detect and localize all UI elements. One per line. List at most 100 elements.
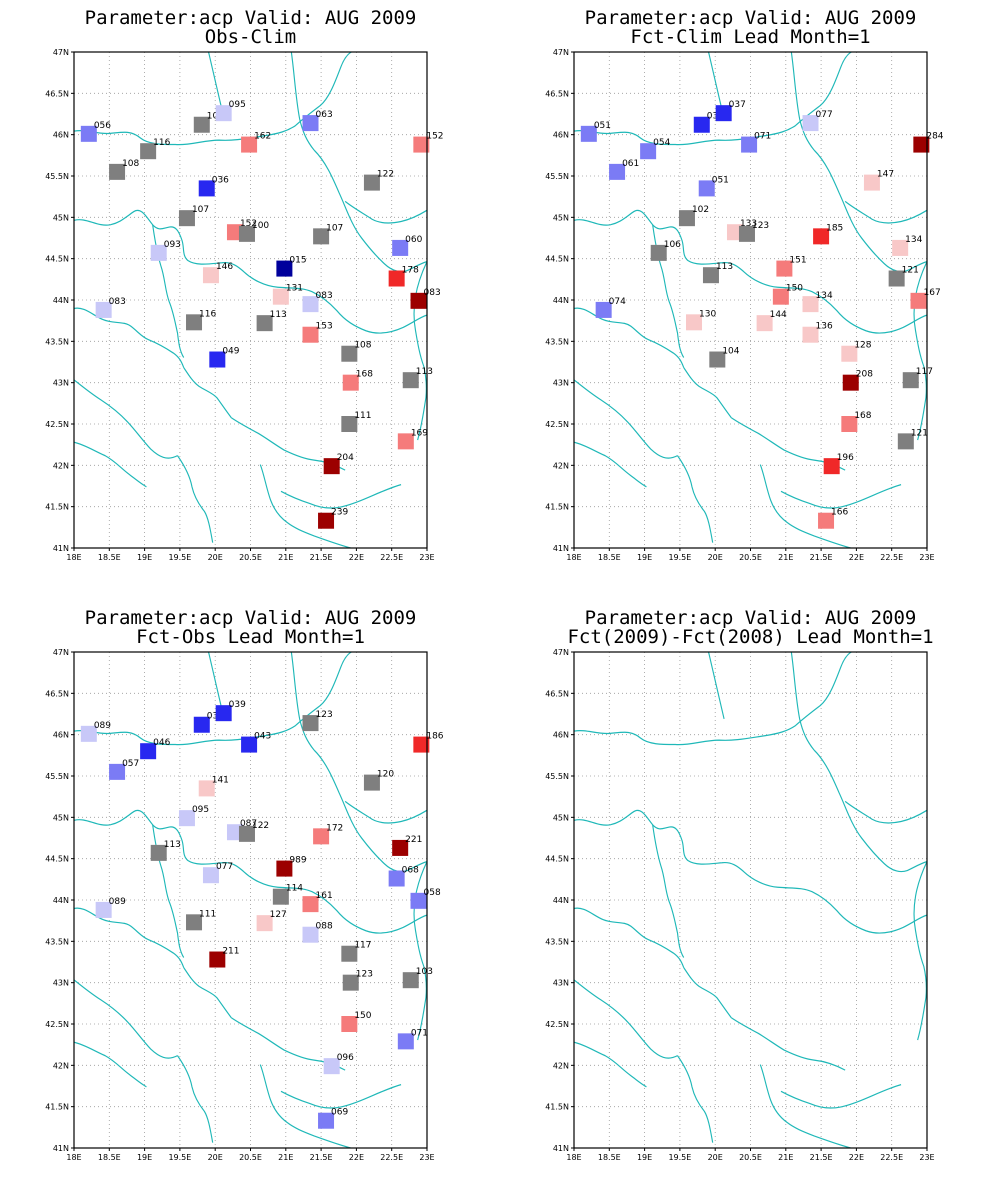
lat-tick-label: 45.5N bbox=[545, 772, 569, 781]
lat-tick-label: 47N bbox=[53, 648, 69, 657]
station-label: 146 bbox=[216, 262, 233, 272]
station-marker bbox=[341, 345, 358, 362]
station-marker bbox=[186, 314, 203, 331]
station-label: 089 bbox=[94, 721, 111, 731]
station-label: 103 bbox=[416, 967, 433, 977]
borders-layer bbox=[74, 52, 427, 548]
lat-tick-label: 46N bbox=[553, 131, 569, 140]
station-label: 107 bbox=[192, 205, 209, 215]
lon-tick-label: 20E bbox=[708, 1153, 723, 1162]
station-marker bbox=[640, 143, 657, 160]
station-marker bbox=[226, 224, 243, 241]
station-label: 134 bbox=[905, 235, 922, 245]
station-label: 208 bbox=[856, 370, 873, 380]
station-marker bbox=[363, 774, 380, 791]
lon-tick-label: 22.5E bbox=[380, 1153, 403, 1162]
station-marker bbox=[802, 115, 819, 132]
station-label: 131 bbox=[286, 284, 303, 294]
lat-tick-label: 41N bbox=[553, 544, 569, 553]
station-marker bbox=[313, 228, 330, 245]
station-marker bbox=[678, 210, 695, 227]
station-label: 186 bbox=[426, 732, 443, 742]
lat-tick-label: 44N bbox=[553, 296, 569, 305]
station-label: 043 bbox=[254, 732, 271, 742]
lat-tick-label: 43N bbox=[553, 379, 569, 388]
lat-tick-label: 44.5N bbox=[545, 855, 569, 864]
station-marker bbox=[863, 174, 880, 191]
lat-tick-label: 45N bbox=[553, 813, 569, 822]
lon-tick-label: 20.5E bbox=[239, 553, 262, 562]
lon-tick-label: 21.5E bbox=[810, 1153, 833, 1162]
station-marker bbox=[913, 136, 930, 153]
station-label: 221 bbox=[405, 835, 422, 845]
station-marker bbox=[215, 105, 232, 122]
panel-subtitle: Fct-Obs Lead Month=1 bbox=[136, 626, 365, 648]
lat-tick-label: 44.5N bbox=[45, 255, 69, 264]
station-label: 141 bbox=[212, 775, 229, 785]
station-marker bbox=[150, 844, 167, 861]
lat-tick-label: 46N bbox=[553, 731, 569, 740]
lon-tick-label: 22.5E bbox=[880, 553, 903, 562]
lat-tick-label: 41N bbox=[53, 1144, 69, 1153]
lat-tick-label: 46N bbox=[53, 731, 69, 740]
station-label: 077 bbox=[216, 862, 233, 872]
station-marker bbox=[238, 825, 255, 842]
station-marker bbox=[580, 125, 597, 142]
station-label: 152 bbox=[240, 219, 257, 229]
lat-tick-label: 47N bbox=[553, 648, 569, 657]
station-label: 061 bbox=[622, 159, 639, 169]
station-marker bbox=[342, 374, 359, 391]
station-marker bbox=[595, 301, 612, 318]
station-marker bbox=[342, 974, 359, 991]
station-label: 039 bbox=[229, 700, 246, 710]
lat-tick-label: 46.5N bbox=[45, 89, 69, 98]
station-marker bbox=[756, 315, 773, 332]
station-marker bbox=[302, 896, 319, 913]
station-label: 153 bbox=[316, 322, 333, 332]
station-label: 123 bbox=[356, 970, 373, 980]
station-label: 144 bbox=[770, 310, 787, 320]
station-marker bbox=[178, 210, 195, 227]
station-label: 151 bbox=[789, 256, 806, 266]
station-marker bbox=[776, 260, 793, 277]
station-marker bbox=[198, 780, 215, 797]
station-label: 113 bbox=[716, 262, 733, 272]
station-label: 095 bbox=[229, 100, 246, 110]
lat-tick-label: 42N bbox=[53, 461, 69, 470]
lat-tick-label: 46N bbox=[53, 131, 69, 140]
station-label: 107 bbox=[326, 223, 343, 233]
station-label: 087 bbox=[240, 819, 257, 829]
station-marker bbox=[80, 725, 97, 742]
station-marker bbox=[802, 296, 819, 313]
station-marker bbox=[709, 351, 726, 368]
station-label: 071 bbox=[754, 132, 771, 142]
station-label: 054 bbox=[653, 138, 670, 148]
station-marker bbox=[402, 372, 419, 389]
station-marker bbox=[902, 372, 919, 389]
station-label: 083 bbox=[316, 291, 333, 301]
station-label: 117 bbox=[916, 367, 933, 377]
station-marker bbox=[109, 163, 126, 180]
station-marker bbox=[95, 901, 112, 918]
lon-tick-label: 20.5E bbox=[739, 553, 762, 562]
station-label: 161 bbox=[316, 891, 333, 901]
station-marker bbox=[95, 301, 112, 318]
station-label: 108 bbox=[122, 159, 139, 169]
station-label: 150 bbox=[786, 284, 803, 294]
station-label: 102 bbox=[692, 205, 709, 215]
station-marker bbox=[202, 267, 219, 284]
lat-tick-label: 45.5N bbox=[45, 772, 69, 781]
station-label: 113 bbox=[270, 310, 287, 320]
station-marker bbox=[397, 433, 414, 450]
lon-tick-label: 19.5E bbox=[668, 1153, 691, 1162]
station-marker bbox=[842, 374, 859, 391]
station-label: 133 bbox=[740, 219, 757, 229]
station-label: 989 bbox=[289, 856, 306, 866]
lat-tick-label: 43.5N bbox=[45, 937, 69, 946]
lon-tick-label: 18E bbox=[66, 1153, 81, 1162]
station-label: 074 bbox=[609, 297, 626, 307]
